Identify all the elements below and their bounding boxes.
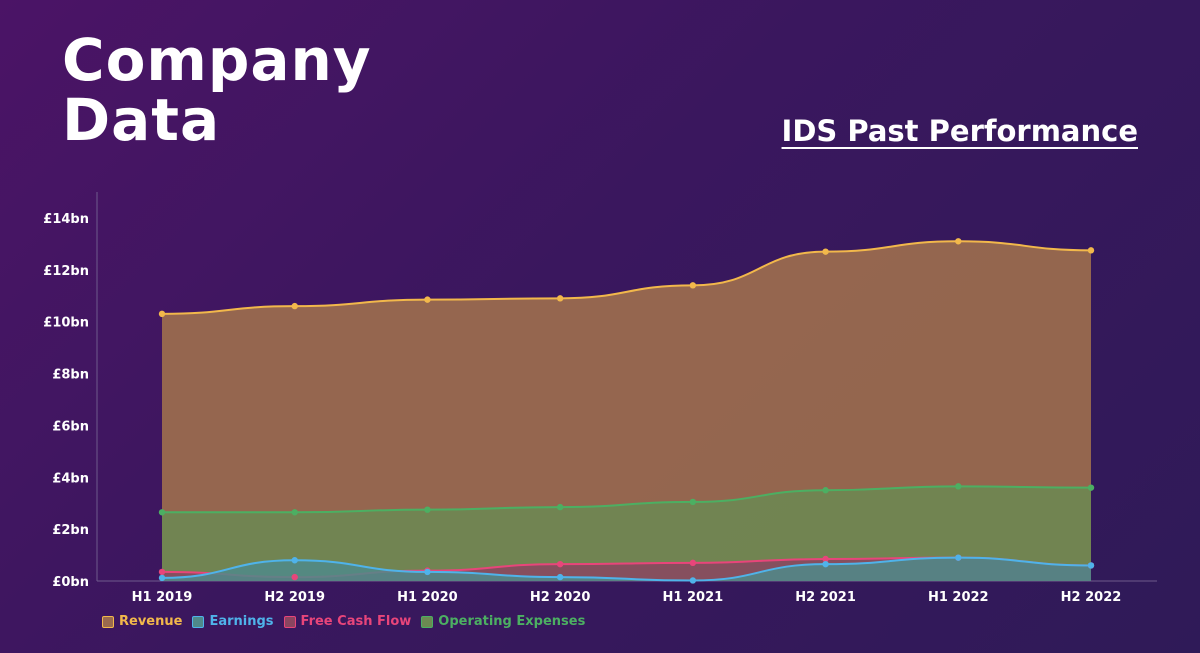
data-point-earnings[interactable]: [424, 568, 431, 576]
y-tick-label: £14bn: [43, 212, 89, 227]
x-tick-label: H2 2019: [264, 590, 325, 605]
data-point-operating-expenses[interactable]: [424, 506, 431, 513]
x-tick-label: H1 2022: [928, 590, 989, 605]
data-point-earnings[interactable]: [689, 577, 697, 584]
x-tick-label: H1 2019: [132, 590, 193, 605]
y-tick-label: £6bn: [52, 419, 89, 434]
page-title-line2: Data: [62, 86, 221, 154]
data-point-earnings[interactable]: [556, 573, 564, 581]
x-tick-label: H2 2020: [530, 590, 591, 605]
data-point-revenue[interactable]: [291, 302, 298, 310]
series-line-earnings: [161, 556, 1092, 582]
x-tick-label: H2 2022: [1061, 590, 1122, 605]
legend-swatch: [283, 615, 296, 628]
data-point-free-cash-flow[interactable]: [291, 573, 298, 581]
data-point-revenue[interactable]: [424, 296, 431, 303]
data-point-free-cash-flow[interactable]: [556, 560, 564, 568]
y-tick-label: £10bn: [43, 316, 89, 331]
legend-swatch: [192, 615, 205, 628]
data-point-revenue[interactable]: [556, 295, 564, 302]
page-title-line1: Company: [62, 26, 372, 94]
legend-label: Operating Expenses: [438, 614, 586, 629]
data-point-free-cash-flow[interactable]: [158, 568, 166, 576]
x-tick-label: H1 2020: [397, 590, 458, 605]
data-point-operating-expenses[interactable]: [291, 509, 298, 516]
data-point-earnings[interactable]: [955, 554, 962, 561]
x-tick-label: H1 2021: [663, 590, 724, 605]
data-point-revenue[interactable]: [689, 282, 697, 289]
data-point-operating-expenses[interactable]: [689, 498, 697, 506]
series-line-revenue: [161, 240, 1092, 315]
data-point-revenue[interactable]: [158, 310, 166, 318]
legend-label: Earnings: [209, 614, 274, 629]
data-point-earnings[interactable]: [1087, 562, 1095, 569]
legend-item-operating-expenses[interactable]: Operating Expenses: [421, 614, 585, 629]
legend-label: Revenue: [119, 614, 183, 629]
data-point-operating-expenses[interactable]: [822, 487, 829, 494]
data-point-operating-expenses[interactable]: [556, 503, 564, 511]
data-point-free-cash-flow[interactable]: [822, 555, 829, 563]
y-tick-label: £12bn: [43, 264, 89, 279]
legend-swatch: [102, 615, 114, 628]
chart-title: IDS Past Performance: [781, 114, 1138, 148]
legend-item-revenue[interactable]: Revenue: [102, 614, 182, 629]
page-title: Company Data: [62, 30, 372, 150]
data-point-earnings[interactable]: [822, 560, 829, 568]
data-point-revenue[interactable]: [1087, 247, 1095, 254]
data-point-operating-expenses[interactable]: [1087, 484, 1095, 491]
legend-swatch: [421, 615, 434, 628]
y-tick-label: £4bn: [52, 471, 89, 486]
data-point-revenue[interactable]: [955, 238, 962, 245]
x-tick-label: H2 2021: [795, 590, 856, 605]
series-line-operating-expenses: [162, 485, 1092, 514]
data-point-earnings[interactable]: [291, 557, 298, 564]
y-tick-label: £2bn: [52, 523, 89, 538]
legend-item-free-cash-flow[interactable]: Free Cash Flow: [283, 614, 412, 629]
y-tick-label: £8bn: [52, 368, 89, 383]
data-point-revenue[interactable]: [822, 248, 829, 255]
chart-legend: Revenue Earnings Free Cash Flow Operating E…: [102, 614, 585, 629]
data-point-operating-expenses[interactable]: [158, 509, 166, 516]
data-point-operating-expenses[interactable]: [955, 483, 962, 490]
legend-label: Free Cash Flow: [300, 614, 412, 629]
data-point-free-cash-flow[interactable]: [689, 559, 697, 567]
data-point-earnings[interactable]: [158, 574, 166, 582]
y-tick-label: £0bn: [52, 575, 89, 590]
legend-item-earnings[interactable]: Earnings: [192, 614, 274, 629]
